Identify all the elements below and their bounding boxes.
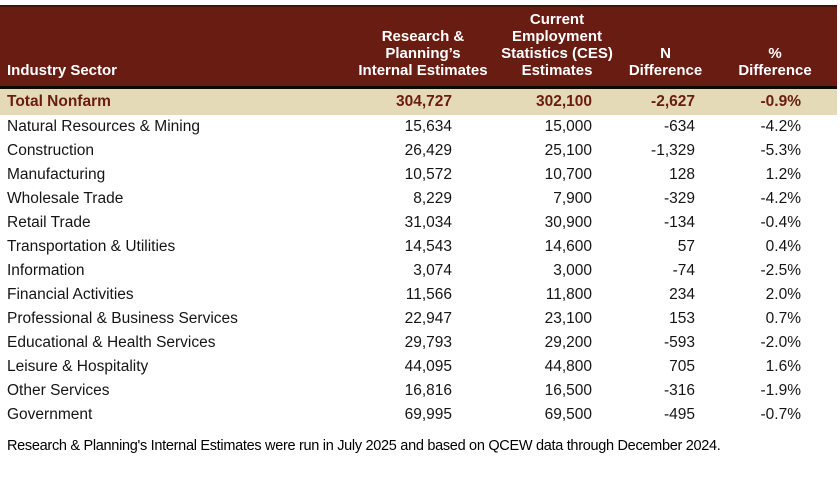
pct-difference-cell: 0.4%: [765, 237, 801, 255]
table-row: Government 69,995 69,500 -495 -0.7%: [0, 403, 837, 427]
pct-difference-cell: -0.7%: [760, 405, 802, 423]
page: Industry Sector Research & Planning’s In…: [0, 5, 837, 454]
pct-difference-cell: 0.7%: [765, 309, 801, 327]
table-row: Other Services 16,816 16,500 -316 -1.9%: [0, 379, 837, 403]
table-body: Total Nonfarm 304,727 302,100 -2,627 -0.…: [0, 87, 837, 427]
internal-estimate-cell: 11,566: [405, 285, 452, 303]
ces-estimate-cell: 16,500: [544, 381, 592, 399]
pct-difference-cell: -2.5%: [760, 261, 802, 279]
ces-estimate-cell: 15,000: [544, 117, 592, 135]
pct-difference-cell: -4.2%: [760, 189, 802, 207]
pct-difference-cell: 2.0%: [765, 285, 801, 303]
ces-estimate-cell: 302,100: [496, 87, 618, 115]
n-difference-cell: -634: [663, 117, 695, 135]
footnote: Research & Planning's Internal Estimates…: [7, 437, 721, 454]
n-difference-cell: -134: [663, 213, 695, 231]
n-difference-cell: -74: [672, 261, 695, 279]
ces-estimate-cell: 7,900: [553, 189, 592, 207]
internal-estimate-cell: 3,074: [413, 261, 452, 279]
sector-cell: Wholesale Trade: [7, 189, 124, 207]
sector-cell: Professional & Business Services: [7, 309, 238, 327]
pct-difference-cell: -2.0%: [760, 333, 802, 351]
n-difference-cell: -2,627: [618, 87, 713, 115]
ces-estimate-cell: 69,500: [544, 405, 592, 423]
sector-cell: Transportation & Utilities: [7, 237, 176, 255]
table-row: Financial Activities 11,566 11,800 234 2…: [0, 283, 837, 307]
ces-estimate-cell: 14,600: [544, 237, 592, 255]
internal-estimate-cell: 69,995: [404, 405, 452, 423]
sector-cell: Manufacturing: [7, 165, 106, 183]
n-difference-cell: 57: [677, 237, 695, 255]
n-difference-cell: -593: [663, 333, 695, 351]
col-header-pct-difference: % Difference: [713, 5, 837, 89]
table-row: Wholesale Trade 8,229 7,900 -329 -4.2%: [0, 187, 837, 211]
table-row: Manufacturing 10,572 10,700 128 1.2%: [0, 163, 837, 187]
col-header-industry-sector: Industry Sector: [0, 5, 350, 89]
pct-difference-cell: -5.3%: [760, 141, 802, 159]
internal-estimate-cell: 8,229: [413, 189, 452, 207]
internal-estimate-cell: 10,572: [404, 165, 452, 183]
pct-difference-cell: -4.2%: [760, 117, 802, 135]
employment-estimates-table: Industry Sector Research & Planning’s In…: [0, 5, 837, 427]
internal-estimate-cell: 44,095: [404, 357, 452, 375]
sector-cell: Total Nonfarm: [0, 87, 350, 115]
internal-estimate-cell: 29,793: [404, 333, 452, 351]
sector-cell: Other Services: [7, 381, 110, 399]
internal-estimate-cell: 16,816: [404, 381, 452, 399]
ces-estimate-cell: 44,800: [544, 357, 592, 375]
sector-cell: Natural Resources & Mining: [7, 117, 200, 135]
ces-estimate-cell: 25,100: [544, 141, 592, 159]
n-difference-cell: 234: [669, 285, 695, 303]
table-row: Leisure & Hospitality 44,095 44,800 705 …: [0, 355, 837, 379]
col-header-ces-estimates: Current Employment Statistics (CES) Esti…: [496, 5, 618, 89]
table-row: Natural Resources & Mining 15,634 15,000…: [0, 115, 837, 139]
internal-estimate-cell: 26,429: [404, 141, 452, 159]
table-row: Retail Trade 31,034 30,900 -134 -0.4%: [0, 211, 837, 235]
sector-cell: Government: [7, 405, 93, 423]
sector-cell: Construction: [7, 141, 95, 159]
pct-difference-cell: 1.2%: [765, 165, 801, 183]
sector-cell: Leisure & Hospitality: [7, 357, 149, 375]
internal-estimate-cell: 14,543: [404, 237, 452, 255]
sector-cell: Financial Activities: [7, 285, 134, 303]
ces-estimate-cell: 30,900: [544, 213, 592, 231]
n-difference-cell: 128: [669, 165, 695, 183]
sector-cell: Information: [7, 261, 85, 279]
internal-estimate-cell: 31,034: [404, 213, 452, 231]
n-difference-cell: 705: [669, 357, 695, 375]
ces-estimate-cell: 3,000: [553, 261, 592, 279]
total-nonfarm-row: Total Nonfarm 304,727 302,100 -2,627 -0.…: [0, 87, 837, 115]
internal-estimate-cell: 304,727: [350, 87, 496, 115]
internal-estimate-cell: 15,634: [404, 117, 452, 135]
ces-estimate-cell: 11,800: [545, 285, 592, 303]
pct-difference-cell: -1.9%: [760, 381, 802, 399]
col-header-n-difference: N Difference: [618, 5, 713, 89]
table-row: Transportation & Utilities 14,543 14,600…: [0, 235, 837, 259]
table-row: Educational & Health Services 29,793 29,…: [0, 331, 837, 355]
header-row: Industry Sector Research & Planning’s In…: [0, 5, 837, 89]
n-difference-cell: -316: [663, 381, 695, 399]
sector-cell: Retail Trade: [7, 213, 91, 231]
pct-difference-cell: -0.9%: [713, 87, 837, 115]
pct-difference-cell: 1.6%: [765, 357, 801, 375]
n-difference-cell: -329: [663, 189, 695, 207]
table-row: Professional & Business Services 22,947 …: [0, 307, 837, 331]
n-difference-cell: -1,329: [651, 141, 695, 159]
table-row: Information 3,074 3,000 -74 -2.5%: [0, 259, 837, 283]
ces-estimate-cell: 29,200: [544, 333, 592, 351]
pct-difference-cell: -0.4%: [760, 213, 802, 231]
internal-estimate-cell: 22,947: [404, 309, 452, 327]
n-difference-cell: 153: [669, 309, 695, 327]
table-row: Construction 26,429 25,100 -1,329 -5.3%: [0, 139, 837, 163]
table-header: Industry Sector Research & Planning’s In…: [0, 5, 837, 89]
ces-estimate-cell: 10,700: [544, 165, 592, 183]
ces-estimate-cell: 23,100: [544, 309, 592, 327]
n-difference-cell: -495: [663, 405, 695, 423]
sector-cell: Educational & Health Services: [7, 333, 216, 351]
col-header-internal-estimates: Research & Planning’s Internal Estimates: [350, 5, 496, 89]
